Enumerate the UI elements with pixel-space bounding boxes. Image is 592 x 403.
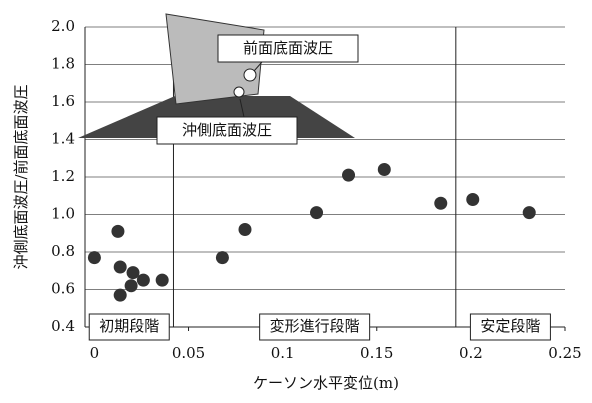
y-tick-label: 1.4: [51, 130, 75, 148]
x-tick-label: 0.05: [172, 344, 205, 362]
point: [310, 206, 324, 220]
y-tick-label: 1.2: [51, 167, 75, 185]
x-tick-label: 0.1: [271, 344, 295, 362]
point: [377, 163, 391, 176]
y-tick-label: 0.8: [51, 242, 75, 260]
point: [111, 224, 125, 238]
points: [87, 163, 536, 302]
stage-labels: 初期段階 変形進行段階 安定段階: [88, 313, 551, 341]
stage-box: [88, 313, 170, 341]
stage-box: [469, 313, 551, 341]
y-tick-label: 1.0: [51, 205, 75, 223]
point: [87, 251, 101, 265]
point: [342, 168, 356, 182]
point: [136, 273, 150, 287]
annotation-box: [156, 116, 298, 145]
x-tick-label: 0.15: [360, 344, 393, 362]
y-tick-label: 0.4: [51, 317, 75, 335]
point: [126, 266, 140, 280]
y-tick-label: 0.6: [51, 280, 75, 298]
arrow: [253, 61, 263, 72]
sensor-front: [243, 68, 257, 82]
point: [434, 196, 448, 210]
annotation: 前面底面波圧: [243, 39, 333, 57]
point: [155, 273, 169, 287]
sensor-sea: [233, 86, 245, 98]
point: [215, 251, 229, 265]
point: [466, 193, 480, 206]
annotation-box: [217, 34, 359, 63]
point: [522, 206, 536, 220]
y-tick-label: 1.6: [51, 92, 75, 110]
x-tick-label: 0: [90, 344, 100, 362]
x-tick-label: 0.2: [459, 344, 483, 362]
y-axis-label: 沖側底面波圧/前面底面波圧: [12, 84, 30, 269]
stage-box: [259, 313, 371, 341]
stage-label: 初期段階: [99, 317, 159, 335]
grid: [84, 26, 566, 331]
x-tick-label: 0.25: [548, 344, 581, 362]
point: [124, 279, 138, 293]
stage-label: 変形進行段階: [270, 317, 360, 335]
point: [238, 223, 252, 236]
point: [113, 288, 127, 302]
annotation: 沖側底面波圧: [182, 121, 272, 139]
y-tick-label: 1.8: [51, 55, 75, 73]
point: [113, 260, 127, 274]
x-axis-label: ケーソン水平変位(m): [253, 374, 399, 392]
y-tick-label: 2.0: [51, 17, 75, 35]
arrow: [239, 98, 245, 118]
stage-label: 安定段階: [480, 317, 540, 335]
